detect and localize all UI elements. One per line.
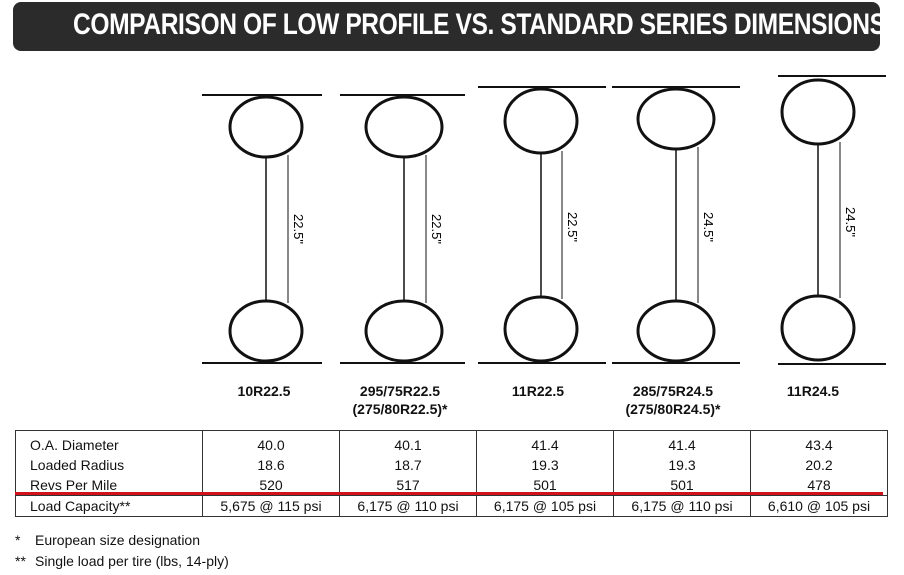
rim-dimension-label: 22.5" xyxy=(291,214,306,244)
tire-diagram-10r22-5: 22.5" xyxy=(202,94,322,364)
tire-size: 285/75R24.5 xyxy=(632,383,714,399)
table-cell: 478 xyxy=(750,475,888,496)
footnote-text: Single load per tire (lbs, 14-ply) xyxy=(35,553,229,569)
title-banner: COMPARISON OF LOW PROFILE VS. STANDARD S… xyxy=(13,2,886,51)
tire-size: 11R24.5 xyxy=(786,383,840,399)
table-cell: 19.3 xyxy=(613,455,751,475)
table-cell: 19.3 xyxy=(476,455,614,475)
tire-size: 295/75R22.5 xyxy=(359,383,441,399)
tire-size-label: 11R22.5 xyxy=(458,382,618,400)
table-row: Load Capacity** 5,675 @ 115 psi 6,175 @ … xyxy=(15,495,888,517)
rim-dimension-label: 24.5" xyxy=(843,207,858,237)
table-cell: 6,175 @ 110 psi xyxy=(613,495,751,517)
table-cell: 517 xyxy=(339,475,477,496)
table-cell: 40.0 xyxy=(202,430,340,455)
footnotes: * European size designation ** Single load… xyxy=(15,530,229,572)
table-cell: 6,610 @ 105 psi xyxy=(750,495,888,517)
footnote-text: European size designation xyxy=(35,532,201,548)
table-cell: 40.1 xyxy=(339,430,477,455)
tire-size: 10R22.5 xyxy=(237,383,291,399)
footnote: ** Single load per tire (lbs, 14-ply) xyxy=(15,551,229,572)
tire-size-label: 10R22.5 xyxy=(184,382,344,400)
row-label: Load Capacity** xyxy=(15,495,203,517)
highlight-line xyxy=(15,492,883,495)
tire-diagrams: 22.5" 22.5" 22.5" 24.5" 24.5" xyxy=(202,75,886,365)
footnote: * European size designation xyxy=(15,530,229,551)
tire-diagram-295-75r22-5: 22.5" xyxy=(340,94,465,364)
row-label: O.A. Diameter xyxy=(15,430,203,455)
table-cell: 41.4 xyxy=(476,430,614,455)
table-row: Loaded Radius 18.6 18.7 19.3 19.3 20.2 xyxy=(15,455,888,475)
tire-diagram-285-75r24-5: 24.5" xyxy=(612,86,740,364)
rim-dimension-label: 22.5" xyxy=(565,212,580,242)
table-cell: 501 xyxy=(613,475,751,496)
table-cell: 18.6 xyxy=(202,455,340,475)
table-cell: 6,175 @ 110 psi xyxy=(339,495,477,517)
tire-size: 11R22.5 xyxy=(511,383,565,399)
tire-diagram-11r22-5: 22.5" xyxy=(478,86,606,364)
dimension-table: O.A. Diameter 40.0 40.1 41.4 41.4 43.4 L… xyxy=(15,430,888,517)
table-row: O.A. Diameter 40.0 40.1 41.4 41.4 43.4 xyxy=(15,430,888,455)
footnote-mark: * xyxy=(15,532,21,548)
tire-size-label: 11R24.5 xyxy=(733,382,893,400)
tire-diagram-11r24-5: 24.5" xyxy=(778,75,886,365)
row-label: Loaded Radius xyxy=(15,455,203,475)
table-cell: 6,175 @ 105 psi xyxy=(476,495,614,517)
table-cell: 41.4 xyxy=(613,430,751,455)
tire-alt-size: (275/80R22.5)* xyxy=(352,401,448,417)
table-cell: 43.4 xyxy=(750,430,888,455)
footnote-mark: ** xyxy=(15,553,26,569)
table-cell: 18.7 xyxy=(339,455,477,475)
tire-size-label: 295/75R22.5 (275/80R22.5)* xyxy=(320,382,480,418)
table-row: Revs Per Mile 520 517 501 501 478 xyxy=(15,475,888,496)
row-label: Revs Per Mile xyxy=(15,475,203,496)
rim-dimension-label: 24.5" xyxy=(701,212,716,242)
page-title: COMPARISON OF LOW PROFILE VS. STANDARD S… xyxy=(73,8,886,41)
rim-dimension-label: 22.5" xyxy=(429,214,444,244)
table-cell: 501 xyxy=(476,475,614,496)
table-cell: 5,675 @ 115 psi xyxy=(202,495,340,517)
table-cell: 20.2 xyxy=(750,455,888,475)
table-cell: 520 xyxy=(202,475,340,496)
tire-size-label: 285/75R24.5 (275/80R24.5)* xyxy=(593,382,753,418)
tire-alt-size: (275/80R24.5)* xyxy=(625,401,721,417)
